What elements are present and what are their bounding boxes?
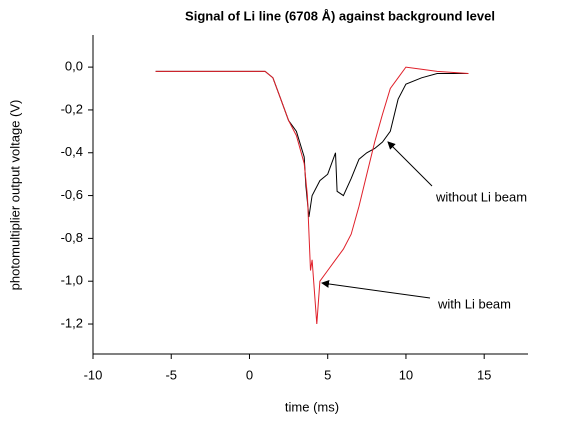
annotation-arrow — [387, 141, 433, 187]
y-tick-label: 0,0 — [65, 59, 83, 74]
y-tick-label: -1,0 — [61, 273, 83, 288]
annotation: with Li beam — [437, 296, 511, 311]
x-tick-label: 15 — [477, 367, 491, 382]
y-tick-label: -0,6 — [61, 187, 83, 202]
annotation-arrow — [321, 280, 431, 299]
x-tick-label: -10 — [84, 367, 103, 382]
x-axis-label: time (ms) — [285, 399, 339, 414]
x-tick-label: 5 — [324, 367, 331, 382]
y-tick-label: -0,8 — [61, 230, 83, 245]
x-tick-label: 10 — [399, 367, 413, 382]
x-tick-label: 0 — [246, 367, 253, 382]
y-tick-label: -1,2 — [61, 315, 83, 330]
y-tick-label: -0,2 — [61, 101, 83, 116]
y-tick-label: -0,4 — [61, 144, 83, 159]
annotation: without Li beam — [435, 189, 527, 204]
chart-title: Signal of Li line (6708 Å) against backg… — [185, 8, 495, 23]
x-tick-label: -5 — [165, 367, 177, 382]
y-axis-label: photomultiplier output voltage (V) — [7, 100, 22, 291]
data-line — [155, 66, 469, 325]
data-line — [155, 70, 469, 218]
